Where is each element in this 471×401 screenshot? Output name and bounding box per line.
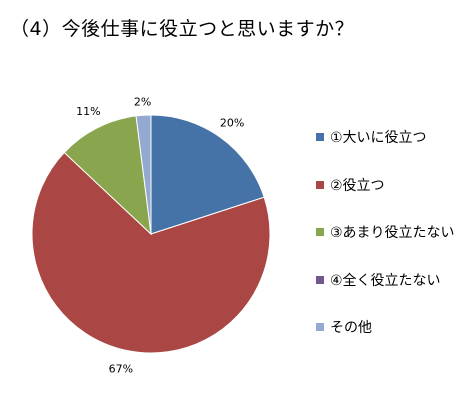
legend-label-5: その他 — [330, 320, 372, 336]
pie-slice-5 — [135, 114, 152, 235]
legend-swatch-5 — [316, 323, 324, 331]
chart-title: （4）今後仕事に役立つと思いますか？ — [10, 18, 355, 40]
pie-slice-1 — [150, 114, 265, 235]
legend-item-1: ①大いに役立つ — [316, 127, 471, 147]
legend-label-4: ④全く役立たない — [330, 272, 441, 289]
legend-label-1: ①大いに役立つ — [330, 130, 427, 146]
pie-slice-2 — [31, 151, 271, 354]
slice-label-1: 20% — [220, 116, 244, 129]
legend-item-3: ③あまり役立たない — [316, 222, 471, 242]
legend-swatch-3 — [316, 228, 324, 236]
legend-item-5: その他 — [316, 317, 471, 337]
legend-item-4: ④全く役立たない — [316, 270, 471, 290]
slice-label-5: 2% — [134, 95, 151, 108]
legend-swatch-2 — [316, 180, 324, 189]
legend-swatch-1 — [316, 133, 324, 141]
slice-label-3: 11% — [76, 105, 100, 118]
legend-item-2: ②役立つ — [316, 175, 471, 195]
legend-label-3: ③あまり役立たない — [330, 225, 455, 241]
pie-slice-3 — [63, 115, 152, 236]
legend-label-2: ②役立つ — [330, 177, 385, 194]
legend: ①大いに役立つ ②役立つ ③あまり役立たない ④全く役立たない その他 — [316, 127, 471, 365]
legend-swatch-4 — [316, 275, 324, 284]
slice-label-2: 67% — [109, 363, 133, 376]
